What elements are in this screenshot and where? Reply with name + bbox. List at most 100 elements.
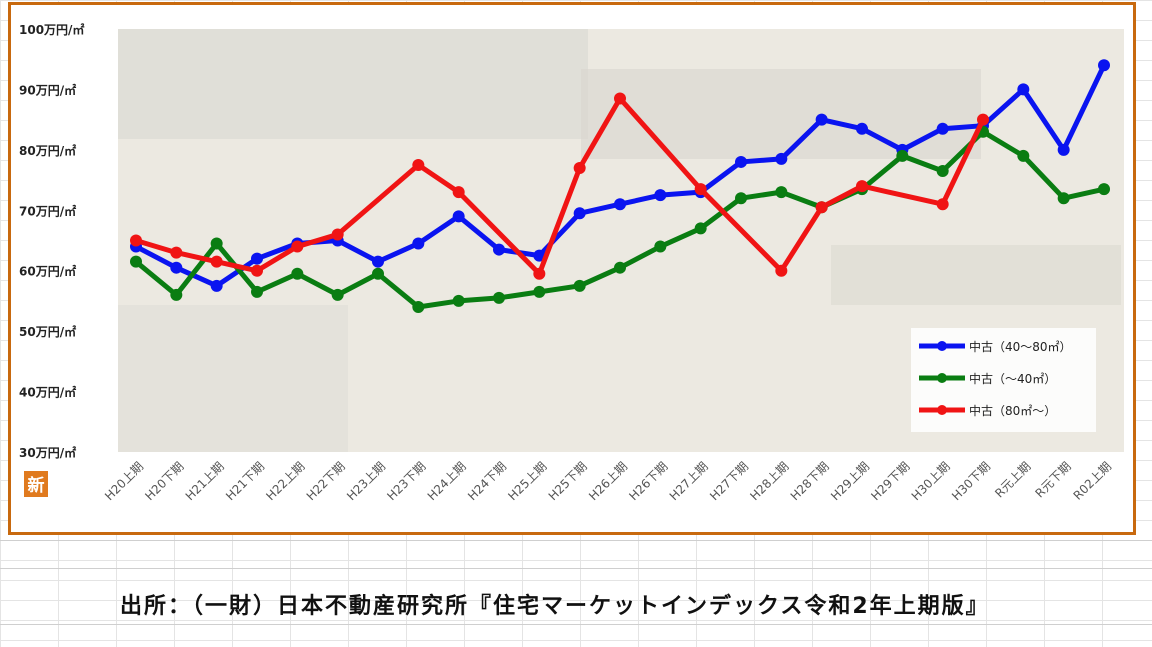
x-tick-label: H28下期 [788,459,832,503]
x-tick-label: H24下期 [465,459,509,503]
x-tick-label: H29下期 [868,459,912,503]
data-point [210,237,223,250]
data-point [412,300,425,313]
x-tick-label: R02上期 [1071,459,1115,503]
data-point [130,255,142,268]
data-point [614,261,626,274]
x-tick-label: H27上期 [667,459,711,503]
x-tick-label: H21上期 [183,459,227,503]
background-buildings [118,29,588,139]
divider [0,568,1152,569]
x-tick-label: H23下期 [384,459,428,503]
divider [0,624,1152,625]
line-chart: 30万円/㎡ 40万円/㎡ 50万円/㎡ 60万円/㎡ 70万円/㎡ 80万円/㎡ 90万円… [19,22,1124,503]
y-tick-label: 30万円/㎡ [19,445,76,460]
x-tick-label: R元下期 [1033,459,1074,500]
x-tick-label: R元上期 [992,459,1033,500]
chart-frame: 30万円/㎡ 40万円/㎡ 50万円/㎡ 60万円/㎡ 70万円/㎡ 80万円/㎡ 90万円… [8,2,1136,535]
data-point [1057,192,1070,205]
x-tick-label: H30下期 [949,459,993,503]
data-point [936,122,949,135]
data-point [654,189,667,202]
x-tick-label: H25下期 [546,459,590,503]
data-point [856,180,868,193]
data-point [493,291,505,304]
data-point [452,186,465,199]
data-point [573,279,586,292]
y-tick-label: 70万円/㎡ [19,203,76,218]
data-point [775,186,788,199]
x-tick-label: H20下期 [142,459,186,503]
x-tick-label: H28上期 [747,459,791,503]
data-point [573,161,586,174]
data-point [775,264,788,277]
data-point [291,267,304,280]
data-point [251,252,263,265]
data-point [694,222,707,235]
data-point [412,158,425,171]
legend-label: 中古（～40㎡） [969,371,1056,386]
data-point [170,246,183,259]
x-tick-label: H27下期 [707,459,751,503]
x-tick-label: H23上期 [344,459,388,503]
source-caption: 出所：（一財）日本不動産研究所『住宅マーケットインデックス令和2年上期版』 [120,594,990,619]
x-tick-label: H30上期 [909,459,953,503]
data-point [654,240,667,253]
data-point [533,249,546,262]
x-tick-label: H21下期 [223,459,267,503]
y-tick-label: 100万円/㎡ [19,22,84,37]
data-point [936,198,949,211]
data-point [210,255,223,268]
data-point [372,255,384,268]
legend-marker [937,373,947,383]
x-tick-label: H26下期 [626,459,670,503]
x-tick-label: H29上期 [828,459,872,503]
x-tick-label: H26上期 [586,459,630,503]
legend-marker [937,405,947,415]
data-point [815,113,828,126]
background-train [118,305,348,452]
data-point [614,92,626,105]
data-point [1017,83,1030,96]
data-point [210,279,223,292]
y-tick-label: 60万円/㎡ [19,264,76,279]
data-point [291,240,304,253]
legend-label: 中古（80㎡～） [969,403,1056,418]
y-tick-label: 80万円/㎡ [19,143,76,158]
x-tick-label: H20上期 [102,459,146,503]
data-point [533,267,546,280]
data-point [170,261,183,274]
data-point [1098,183,1110,196]
data-point [775,152,788,165]
badge-icon [24,471,48,497]
data-point [251,264,263,277]
data-point [1057,143,1070,156]
y-tick-label: 90万円/㎡ [19,82,76,97]
data-point [493,243,505,256]
data-point [1017,149,1030,162]
divider [0,540,1152,541]
data-point [372,267,384,280]
data-point [694,183,707,196]
legend-marker [937,341,947,351]
legend-label: 中古（40～80㎡） [969,339,1072,354]
data-point [533,285,546,298]
data-point [331,228,344,241]
data-point [170,288,183,301]
data-point [735,155,747,168]
data-point [977,113,989,126]
x-tick-label: H22上期 [263,459,307,503]
data-point [1098,59,1110,72]
x-tick-label: H25上期 [505,459,549,503]
y-tick-label: 40万円/㎡ [19,385,76,400]
data-point [856,122,868,135]
data-point [573,207,586,220]
data-point [412,237,425,250]
x-tick-label: H24上期 [425,459,469,503]
background-train [831,245,1121,305]
data-point [735,192,747,205]
data-point [130,234,142,247]
y-tick-label: 50万円/㎡ [19,324,76,339]
data-point [936,165,949,178]
data-point [452,210,465,223]
